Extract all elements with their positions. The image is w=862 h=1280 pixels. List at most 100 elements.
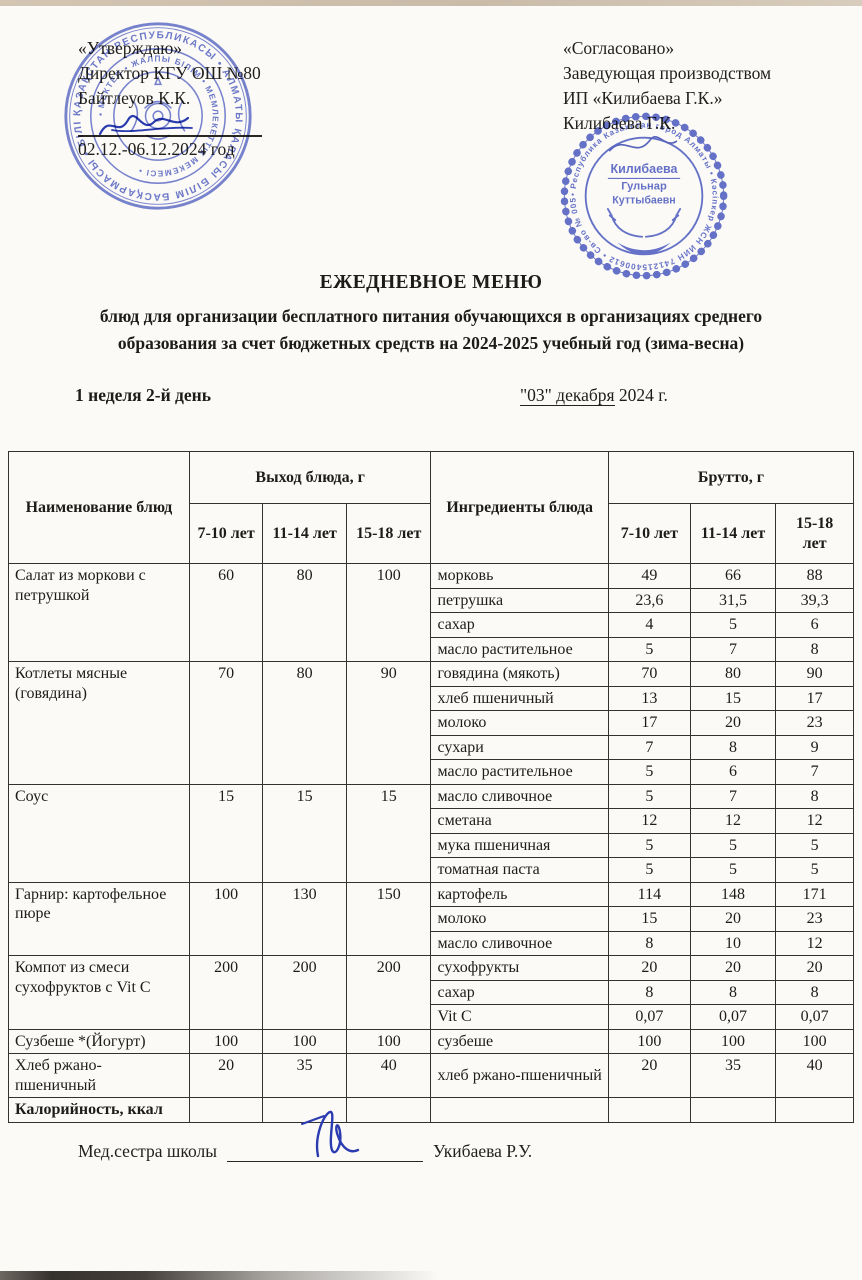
production-manager-title: Заведующая производством	[563, 62, 772, 83]
brutto-value-cell: 100	[689, 1028, 777, 1055]
dish-name-cell: Котлеты мясные (говядина)	[8, 661, 190, 785]
output-value-cell: 100	[345, 1028, 432, 1055]
subtitle-line-2: образования за счет бюджетных средств на…	[117, 333, 745, 354]
table-row: масло сливочное 8 10 12	[9, 930, 854, 957]
brutto-value-cell: 12	[607, 808, 691, 834]
nurse-name: Укибаева Р.У.	[432, 1141, 533, 1161]
table-header-row-ages: 7-10 лет 11-14 лет 15-18 лет 7-10 лет 11…	[9, 503, 854, 564]
output-value-cell: 100	[188, 881, 264, 957]
ingredient-name-cell: масло растительное	[430, 759, 609, 785]
brutto-value-cell: 5	[689, 832, 777, 859]
brutto-value-cell: 17	[775, 685, 854, 712]
brutto-value-cell	[775, 1097, 854, 1123]
brutto-value-cell	[689, 1097, 777, 1123]
table-row: Котлеты мясные (говядина) 70 80 90 говядина …	[8, 661, 854, 785]
brutto-value-cell: 7	[775, 759, 854, 785]
vendor-stamp-surname: Килибаева	[610, 162, 678, 176]
table-row: молоко 17 20 23	[9, 710, 854, 736]
brutto-value-cell: 9	[775, 734, 854, 761]
table-row: Салат из моркови с петрушкой 60 80 100 морко…	[8, 562, 854, 663]
col-header-ingredients: Ингредиенты блюда	[430, 451, 609, 564]
output-value-cell: 100	[345, 562, 432, 663]
table-row: хлеб пшеничный 13 15 17	[9, 685, 854, 712]
output-value-cell: 80	[262, 661, 347, 785]
brutto-value-cell: 8	[689, 979, 777, 1006]
ingredient-name-cell: хлеб пшеничный	[430, 685, 609, 712]
brutto-value-cell: 90	[775, 661, 854, 687]
col-header-output-group: Выход блюда, г	[188, 451, 432, 504]
table-row: мука пшеничная 5 5 5	[9, 832, 854, 859]
ingredient-name-cell: картофель	[430, 881, 609, 908]
nurse-label: Мед.сестра школы	[78, 1141, 217, 1161]
ingredient-name-cell: томатная паста	[430, 857, 609, 883]
brutto-value-cell: 5	[607, 857, 691, 883]
approval-block-left: «Утверждаю» Директор КГУ ОШ №80 Байтлеуо…	[78, 36, 262, 161]
week-day-label: 1 неделя 2-й день	[75, 385, 212, 405]
output-value-cell: 40	[345, 1053, 432, 1099]
ingredient-name-cell: масло растительное	[430, 636, 609, 663]
ingredient-name-cell: Vit C	[430, 1004, 609, 1030]
brutto-value-cell: 5	[607, 832, 691, 859]
brutto-value-cell: 114	[607, 881, 691, 908]
brutto-value-cell: 171	[775, 881, 854, 908]
dish-name-cell: Калорийность, ккал	[8, 1097, 190, 1123]
output-value-cell: 130	[262, 881, 347, 957]
output-value-cell	[188, 1097, 264, 1123]
output-value-cell: 35	[262, 1053, 347, 1099]
brutto-value-cell: 15	[607, 906, 691, 932]
brutto-value-cell	[607, 1097, 691, 1123]
output-value-cell: 15	[345, 783, 432, 883]
ingredient-name-cell: сузбеше	[430, 1028, 609, 1055]
col-header-dish: Наименование блюд	[8, 451, 190, 564]
brutto-value-cell: 66	[689, 563, 777, 589]
subtitle-line-1: блюд для организации бесплатного питания…	[99, 306, 763, 326]
menu-table: Наименование блюд Выход блюда, г Ингреди…	[8, 451, 855, 1123]
dish-name-cell: Салат из моркови с петрушкой	[8, 562, 190, 663]
brutto-value-cell: 7	[689, 783, 777, 810]
output-value-cell: 200	[188, 955, 264, 1030]
brutto-value-cell: 13	[607, 685, 691, 712]
ingredient-name-cell: сухари	[430, 734, 609, 761]
director-signature-line	[78, 111, 262, 137]
table-header-row-groups: Наименование блюд Выход блюда, г Ингреди…	[8, 451, 855, 564]
output-value-cell: 80	[262, 562, 347, 663]
output-value-cell: 90	[345, 661, 432, 785]
ingredient-name-cell: сметана	[430, 808, 609, 834]
ingredient-name-cell	[430, 1097, 609, 1123]
vendor-name: Килибаева Г.К.	[563, 112, 676, 133]
brutto-value-cell: 15	[689, 685, 777, 712]
brutto-value-cell: 0,07	[607, 1004, 691, 1030]
output-value-cell: 150	[345, 881, 432, 957]
brutto-value-cell: 49	[607, 563, 691, 589]
brutto-value-cell: 23	[775, 906, 854, 932]
brutto-value-cell: 100	[775, 1028, 854, 1055]
brutto-value-cell: 20	[607, 955, 691, 981]
brutto-value-cell: 8	[689, 734, 777, 761]
col-header-age-15-18-brutto: 15-18 лет	[775, 503, 854, 564]
brutto-value-cell: 88	[775, 563, 854, 589]
vendor-company: ИП «Килибаева Г.К.»	[563, 87, 723, 108]
brutto-value-cell: 5	[607, 783, 691, 810]
table-row: сухари 7 8 9	[9, 734, 854, 761]
ingredient-name-cell: мука пшеничная	[430, 832, 609, 859]
brutto-value-cell: 100	[607, 1028, 691, 1055]
ingredient-name-cell: масло сливочное	[430, 930, 609, 957]
brutto-value-cell: 6	[775, 612, 854, 638]
dish-name-cell: Соус	[8, 783, 190, 883]
col-header-brutto-group: Брутто, г	[607, 451, 855, 504]
brutto-value-cell: 20	[689, 710, 777, 736]
agreement-block-right: «Согласовано» Заведующая производством И…	[563, 36, 771, 135]
scan-edge-bottom	[0, 1271, 518, 1280]
output-value-cell: 15	[188, 783, 264, 883]
brutto-value-cell: 12	[775, 808, 854, 834]
brutto-value-cell: 8	[607, 979, 691, 1006]
dish-name-cell: Сузбеше *(Йогурт)	[8, 1028, 190, 1055]
brutto-value-cell: 20	[607, 1053, 691, 1099]
table-row: томатная паста 5 5 5	[9, 857, 854, 883]
table-row: масло растительное 5 7 8	[9, 636, 854, 663]
vendor-stamp-patronymic: Куттыбаевн	[612, 194, 675, 206]
ingredient-name-cell: петрушка	[430, 587, 609, 614]
vendor-stamp-firstname: Гульнар	[621, 181, 667, 193]
table-row: масло растительное 5 6 7	[9, 759, 854, 785]
dish-name-cell: Компот из смеси сухофруктов с Vit C	[8, 955, 190, 1030]
